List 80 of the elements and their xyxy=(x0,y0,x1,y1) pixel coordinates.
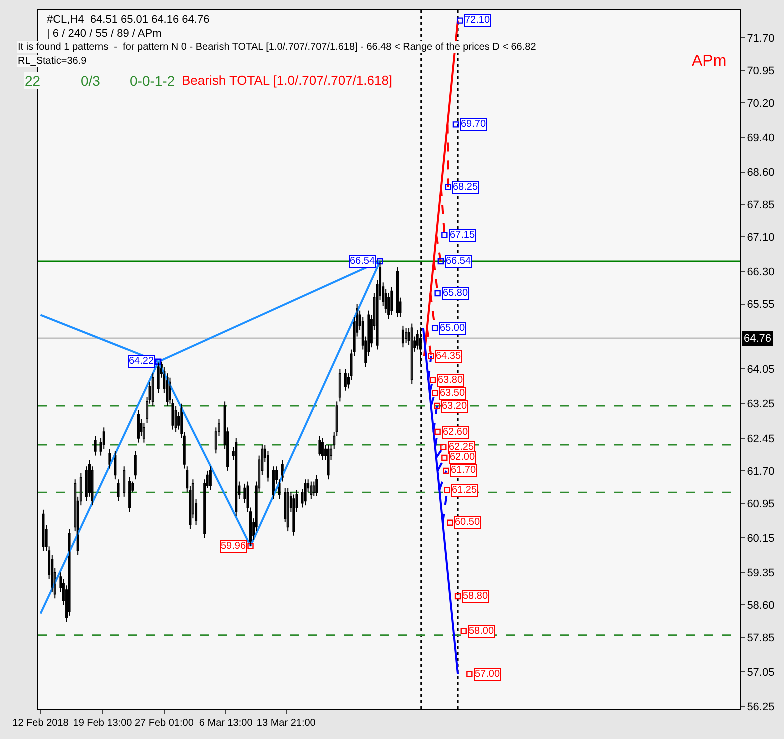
data-label: 61.70 xyxy=(451,465,476,476)
y-tick-label: 60.15 xyxy=(747,532,775,545)
y-tick-label: 69.40 xyxy=(747,132,775,145)
point xyxy=(430,376,436,384)
annotation: It is found 1 patterns - for pattern N 0 - Bearish TOTAL [1.0/.707/.707/1.618] - 66.48 < Range of the prices D < 66.82 xyxy=(18,42,537,53)
annotation: 0/3 xyxy=(81,73,101,89)
data-label: 72.10 xyxy=(465,15,490,26)
annotation: APm xyxy=(692,53,727,70)
data-label: 63.80 xyxy=(438,375,464,386)
x-tick-label: 19 Feb 13:00 xyxy=(73,718,133,729)
x-tick-label: 13 Mar 21:00 xyxy=(256,718,316,729)
point xyxy=(432,390,438,396)
y-tick-label: 66.30 xyxy=(747,266,775,279)
x-tick-label: 12 Feb 2018 xyxy=(12,718,70,729)
point xyxy=(443,468,450,474)
x-tick-label: 6 Mar 13:00 xyxy=(199,718,254,729)
y-tick-label: 59.35 xyxy=(747,568,775,580)
data-label: 65.00 xyxy=(440,323,466,334)
data-label: 63.20 xyxy=(442,401,468,412)
y-tick-label: 60.95 xyxy=(747,498,775,510)
annotation: Bearish TOTAL [1.0/.707/.707/1.618] xyxy=(182,73,393,88)
y-tick-label: 68.60 xyxy=(747,167,775,180)
data-label: 62.25 xyxy=(449,442,474,453)
point xyxy=(440,444,447,450)
point xyxy=(456,18,464,24)
data-label: 62.00 xyxy=(450,452,476,463)
point xyxy=(434,290,441,297)
y-tick-label: 65.55 xyxy=(747,299,775,312)
ref-line-label: 64.76 xyxy=(744,333,772,345)
data-label: 61.25 xyxy=(452,485,478,496)
y-tick-label: 57.05 xyxy=(747,667,775,680)
x-tick-label: 27 Feb 01:00 xyxy=(134,718,194,729)
y-tick-label: 63.25 xyxy=(747,398,775,411)
point xyxy=(428,353,434,360)
y-tick-label: 62.45 xyxy=(747,433,775,446)
data-label: 69.70 xyxy=(461,119,486,130)
point xyxy=(432,325,438,332)
y-tick-label: 67.85 xyxy=(747,200,775,212)
data-label: 66.54 xyxy=(350,256,376,267)
point xyxy=(445,184,452,191)
point xyxy=(442,454,448,462)
y-tick-label: 56.25 xyxy=(747,702,775,714)
data-label: 62.60 xyxy=(443,427,468,438)
data-label: 66.54 xyxy=(446,256,472,267)
y-tick-label: 70.95 xyxy=(747,65,775,78)
data-label: 63.50 xyxy=(440,388,466,399)
data-label: 64.22 xyxy=(129,356,154,367)
data-label: 60.50 xyxy=(455,517,480,528)
point xyxy=(442,232,448,238)
point xyxy=(434,428,441,436)
data-label: 67.15 xyxy=(450,230,476,241)
data-label: 58.80 xyxy=(463,591,488,602)
data-label: 64.35 xyxy=(436,351,462,362)
data-label: 57.00 xyxy=(475,669,500,680)
point xyxy=(438,258,444,265)
y-tick-label: 70.20 xyxy=(747,98,775,110)
y-tick-label: 64.05 xyxy=(747,364,775,376)
point xyxy=(444,487,451,494)
point xyxy=(248,543,254,550)
y-tick-label: 71.70 xyxy=(747,32,775,45)
y-tick-label: 61.70 xyxy=(747,466,775,478)
point xyxy=(434,402,440,410)
point xyxy=(466,671,473,678)
y-tick-label: 58.60 xyxy=(747,600,775,612)
annotation: #CL,H4 64.51 65.01 64.16 64.76 xyxy=(47,14,210,26)
point xyxy=(447,520,454,526)
point xyxy=(454,593,462,600)
y-tick-label: 67.10 xyxy=(747,232,775,244)
point xyxy=(452,122,460,128)
point xyxy=(156,358,162,365)
annotation: 22 xyxy=(25,73,41,89)
annotation: | 6 / 240 / 55 / 89 / APm xyxy=(47,28,162,40)
data-label: 65.80 xyxy=(443,288,468,299)
point xyxy=(377,258,384,265)
annotation: RL_Static=36.9 xyxy=(18,56,88,67)
data-label: 58.00 xyxy=(469,626,494,637)
data-label: 68.25 xyxy=(453,182,478,193)
y-tick-label: 57.85 xyxy=(747,632,775,644)
annotation: 0-0-1-2 xyxy=(130,73,176,89)
data-label: 59.96 xyxy=(221,541,246,552)
